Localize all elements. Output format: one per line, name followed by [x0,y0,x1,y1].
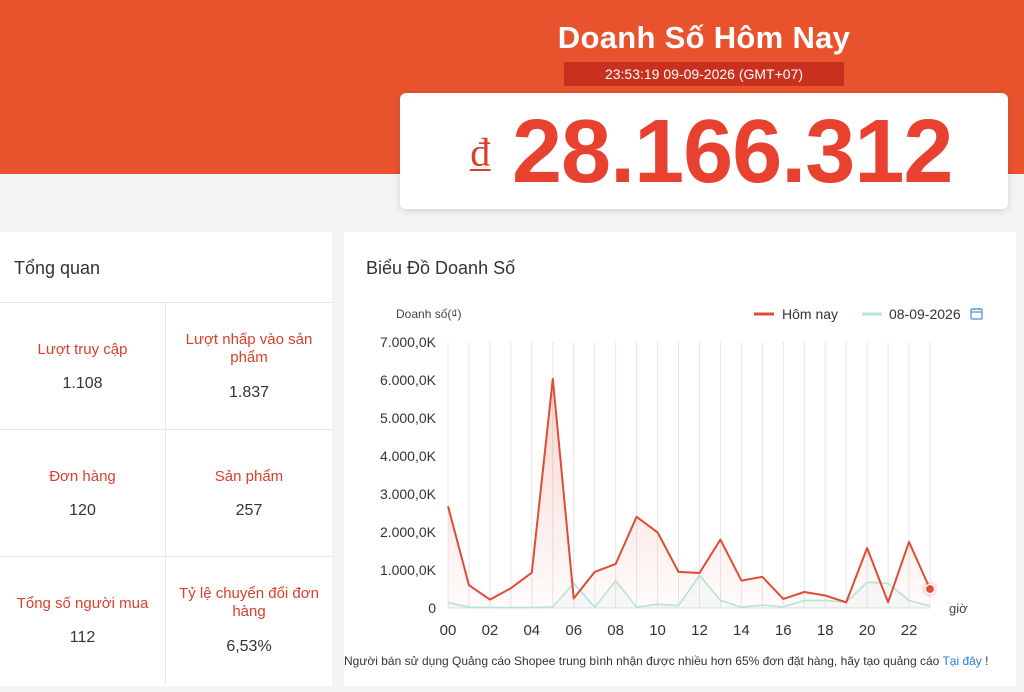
x-tick-label: 02 [482,622,499,639]
ads-promo-text: Người bán sử dụng Quảng cáo Shopee trung… [344,654,943,668]
series-today-point [844,600,848,604]
metric-label: Lượt truy cập [37,341,128,358]
series-today-point [635,515,639,519]
metric-value: 1.108 [62,375,103,392]
revenue-value: 28.166.312 [512,102,953,202]
series-today-point [446,504,450,508]
chart-legend: Hôm nay 08-09-2026 [754,306,983,322]
chart-title: Biểu Đồ Doanh Số [366,258,516,278]
metric-value: 257 [235,502,263,519]
x-tick-label: 16 [775,622,792,639]
x-tick-label: 20 [859,622,876,639]
y-axis-title: Doanh số(₫) [396,307,462,321]
metric-product-clicks[interactable]: Lượt nhấp vào sản phẩm 1.837 [166,303,332,430]
timestamp-badge: 23:53:19 09-09-2026 (GMT+07) [564,62,844,86]
series-today-point [656,530,660,534]
create-ad-link[interactable]: Tại đây [942,654,982,668]
y-tick-label: 3.000,0K [380,486,437,502]
series-today-point [614,562,618,566]
series-compare-point [886,581,890,585]
y-tick-label: 4.000,0K [380,448,437,464]
metric-buyers[interactable]: Tổng số người mua 112 [0,557,166,684]
metric-label: Sản phẩm [214,468,284,485]
ads-promo-end: ! [981,654,989,668]
metric-label: Tổng số người mua [16,595,149,612]
series-today-point [509,586,513,590]
series-today-point [718,538,722,542]
metric-value: 1.837 [228,384,270,401]
x-tick-label: 12 [691,622,708,639]
metric-label: Tỷ lệ chuyển đổi đơn hàng [179,585,319,620]
series-today-point [551,377,555,381]
series-today-point [530,571,534,575]
metric-value: 120 [69,502,96,519]
series-today-point [467,583,471,587]
series-today-point [907,540,911,544]
sales-chart-panel: Biểu Đồ Doanh Số Doanh số(₫) Hôm nay 08-… [344,232,1016,686]
y-tick-label: 6.000,0K [380,372,437,388]
y-tick-label: 7.000,0K [380,334,437,350]
currency-symbol: ₫ [470,130,491,176]
metric-products[interactable]: Sản phẩm 257 [166,430,332,557]
x-tick-label: 14 [733,622,750,639]
calendar-icon[interactable] [970,308,983,320]
series-today-point [572,597,576,601]
legend-compare-label[interactable]: 08-09-2026 [889,306,961,322]
overview-title: Tổng quan [14,258,101,278]
y-tick-label: 5.000,0K [380,410,437,426]
metric-value: 112 [69,629,96,646]
x-tick-label: 18 [817,622,834,639]
metric-value: 6,53% [226,638,272,655]
metric-label: Đơn hàng [49,468,116,485]
series-today-point [760,575,764,579]
metric-orders[interactable]: Đơn hàng 120 [0,430,166,557]
sales-chart: Doanh số(₫) Hôm nay 08-09-2026 0 1.000,0K… [380,306,983,639]
x-tick-label: 00 [440,622,457,639]
metric-visits[interactable]: Lượt truy cập 1.108 [0,303,166,430]
x-tick-label: 04 [523,622,540,639]
series-today-point [593,570,597,574]
x-tick-label: 22 [901,622,918,639]
y-tick-label: 1.000,0K [380,562,437,578]
series-today-point [488,598,492,602]
series-today-point [886,600,890,604]
metric-conversion-rate[interactable]: Tỷ lệ chuyển đổi đơn hàng 6,53% [166,557,332,684]
series-today-line [447,377,931,604]
series-today-point [781,597,785,601]
ads-promo-note: Người bán sử dụng Quảng cáo Shopee trung… [344,654,988,668]
overview-grid: Lượt truy cập 1.108 Lượt nhấp vào sản ph… [0,302,332,686]
series-today-point [739,579,743,583]
legend-today-label[interactable]: Hôm nay [782,306,838,322]
metric-label: Lượt nhấp vào sản phẩm [185,331,313,366]
series-today-point [697,571,701,575]
overview-panel: Tổng quan Lượt truy cập 1.108 Lượt nhấp … [0,232,332,686]
x-tick-label: 08 [607,622,624,639]
page-title: Doanh Số Hôm Nay [557,20,851,55]
latest-point-marker[interactable] [924,583,936,595]
series-today-point [677,570,681,574]
y-tick-label: 0 [428,600,436,616]
series-today-point [865,546,869,550]
revenue-card: ₫ 28.166.312 [400,93,1008,209]
series-today-point [823,593,827,597]
x-tick-label: 10 [649,622,666,639]
x-axis-unit: giờ [949,601,968,616]
y-tick-label: 2.000,0K [380,524,437,540]
series-today-point [802,590,806,594]
x-tick-label: 06 [565,622,582,639]
